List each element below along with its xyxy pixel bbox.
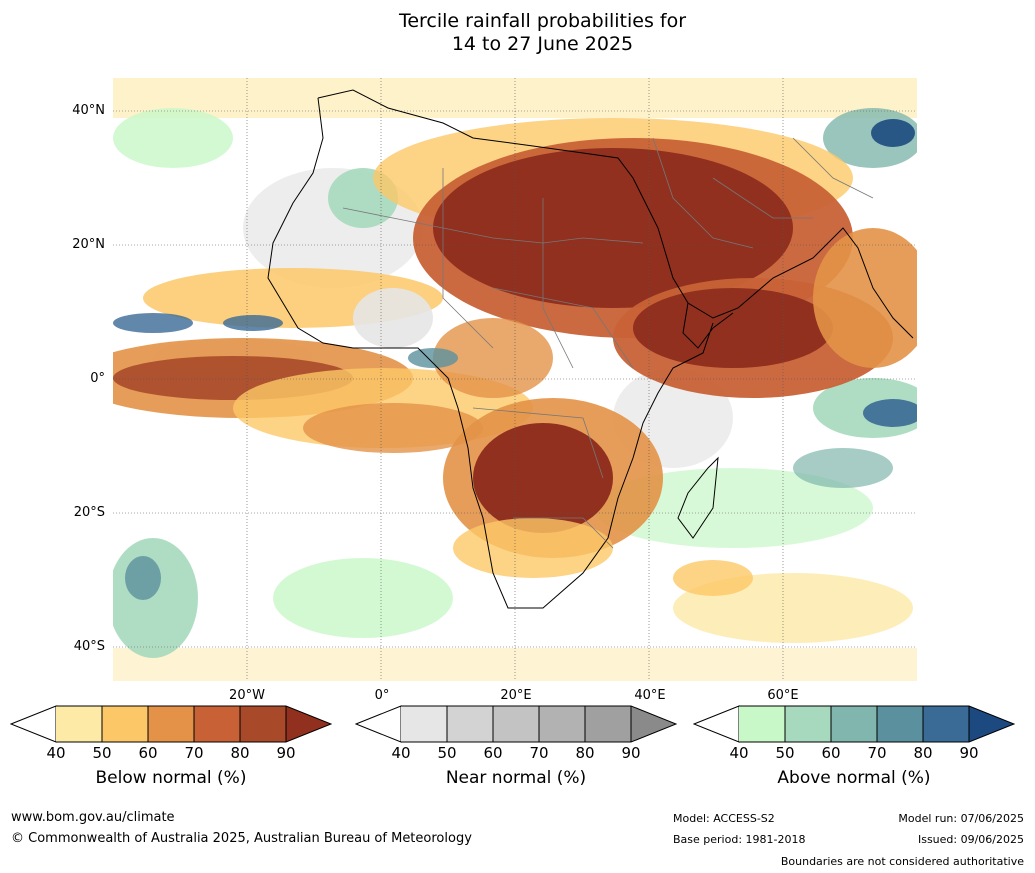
lat-label-40n: 40°N [72,103,105,118]
near-tick-60: 60 [483,744,503,762]
below-normal-swatch-5 [240,706,286,742]
copyright-text: © Commonwealth of Australia 2025, Austra… [11,831,472,846]
above-normal-swatch-2 [785,706,831,742]
above-normal-title: Above normal (%) [777,768,931,788]
issued-text: Issued: 09/06/2025 [917,833,1024,846]
above-tick-60: 60 [821,744,841,762]
above-tick-40: 40 [729,744,749,762]
near-tick-40: 40 [391,744,411,762]
lat-label-20n: 20°N [72,237,105,252]
lat-label-20s: 20°S [73,505,105,520]
below-normal-lower-extension [10,705,57,743]
website-link[interactable]: www.bom.gov.au/climate [11,810,175,825]
above-tick-90: 90 [959,744,979,762]
below-normal-colorbar [10,705,332,743]
near-normal-swatch-4 [539,706,585,742]
near-normal-swatch-2 [447,706,493,742]
above-normal-swatch-5 [923,706,969,742]
below-tick-90: 90 [276,744,296,762]
title-line-2: 14 to 27 June 2025 [451,33,634,55]
below-normal-swatch-4 [194,706,240,742]
near-normal-lower-extension [355,705,402,743]
above-tick-70: 70 [867,744,887,762]
below-normal-swatch-2 [102,706,148,742]
lon-label-40e: 40°E [634,688,666,703]
near-tick-70: 70 [529,744,549,762]
base-period-text: Base period: 1981-2018 [673,833,806,846]
lon-label-20w: 20°W [229,688,265,703]
near-normal-colorbar [355,705,677,743]
below-tick-50: 50 [92,744,112,762]
near-normal-title: Near normal (%) [445,768,587,788]
below-tick-40: 40 [46,744,66,762]
title-line-1: Tercile rainfall probabilities for [398,10,687,32]
above-normal-swatch-3 [831,706,877,742]
below-tick-60: 60 [138,744,158,762]
model-run-text: Model run: 07/06/2025 [898,812,1024,825]
boundaries-disclaimer: Boundaries are not considered authoritat… [780,855,1024,868]
below-normal-swatch-1 [56,706,102,742]
above-normal-colorbar [693,705,1015,743]
near-normal-swatch-5 [585,706,631,742]
near-tick-80: 80 [575,744,595,762]
above-normal-lower-extension [693,705,740,743]
near-tick-90: 90 [621,744,641,762]
lon-label-60e: 60°E [767,688,799,703]
near-normal-upper-extension [631,706,676,742]
map-title: Tercile rainfall probabilities for 14 to… [0,10,1035,56]
near-normal-swatch-1 [401,706,447,742]
rainfall-probability-map [113,78,917,681]
below-normal-title: Below normal (%) [95,768,247,788]
below-normal-upper-extension [286,706,331,742]
above-tick-50: 50 [775,744,795,762]
above-normal-swatch-4 [877,706,923,742]
above-normal-upper-extension [969,706,1014,742]
above-normal-swatch-1 [739,706,785,742]
map-svg [113,78,917,681]
lon-label-0: 0° [374,688,390,703]
lon-label-20e: 20°E [500,688,532,703]
near-tick-50: 50 [437,744,457,762]
above-tick-80: 80 [913,744,933,762]
below-normal-swatch-3 [148,706,194,742]
below-tick-70: 70 [184,744,204,762]
lat-label-40s: 40°S [73,639,105,654]
near-normal-swatch-3 [493,706,539,742]
below-tick-80: 80 [230,744,250,762]
lat-label-0: 0° [90,371,105,386]
model-text: Model: ACCESS-S2 [673,812,775,825]
